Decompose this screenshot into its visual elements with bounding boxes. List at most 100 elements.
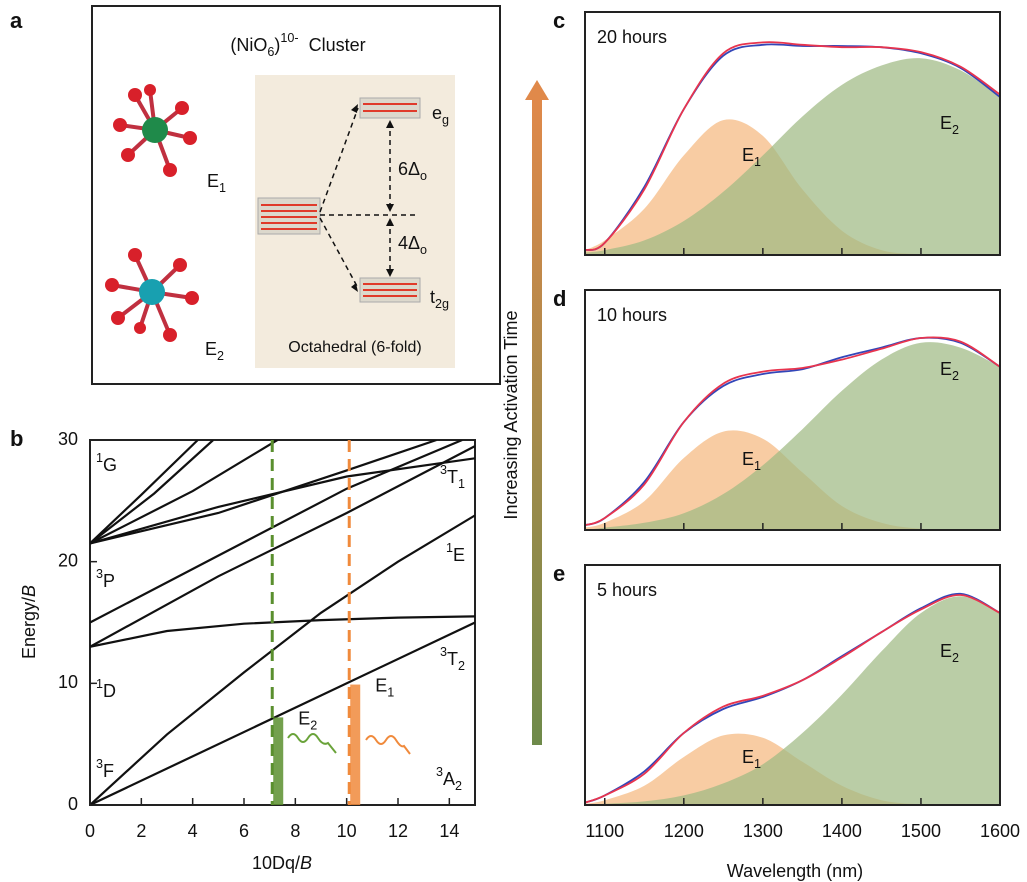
text-part: 2 <box>217 349 224 363</box>
annotation: 3T2 <box>440 645 465 673</box>
panel-label: a <box>10 8 23 33</box>
x-tick-label: 6 <box>239 821 249 841</box>
text-part: 2 <box>455 779 462 793</box>
panel-label: d <box>553 286 566 311</box>
spectrum-line <box>585 336 1000 527</box>
text-part: 1 <box>754 757 761 771</box>
text-part: 2g <box>435 297 449 311</box>
energy-levels <box>257 97 421 303</box>
arrow-heads <box>351 104 394 292</box>
text-part: E <box>453 545 465 565</box>
text-part: 3 <box>440 463 447 477</box>
spectrum-line <box>585 594 1000 804</box>
text-part: T <box>447 467 458 487</box>
x-tick-label: 14 <box>439 821 459 841</box>
frame <box>584 11 1001 256</box>
arrow-label: Increasing Activation Time <box>501 310 521 519</box>
text-part: Energy/ <box>19 597 39 659</box>
text-part: F <box>103 761 114 781</box>
annotation: 3F <box>96 757 114 780</box>
split-label: 4Δo <box>398 233 427 258</box>
text-part: E <box>940 641 952 661</box>
emission-waves <box>287 733 411 755</box>
energy-curve <box>90 615 475 648</box>
x-tick-label: 1100 <box>585 821 624 841</box>
energy-curve <box>90 445 475 648</box>
x-tick-label: 1300 <box>743 821 783 841</box>
component-area <box>585 342 1000 530</box>
x-tick-label: 10 <box>337 821 357 841</box>
frame <box>584 289 1001 531</box>
molecule <box>113 84 197 177</box>
energy-curve <box>90 621 475 805</box>
frame <box>584 564 1001 806</box>
text-part: T <box>447 649 458 669</box>
text-part: 2 <box>952 123 959 137</box>
text-part: E <box>742 449 754 469</box>
text-part: 2 <box>952 369 959 383</box>
x-tick-label: 4 <box>188 821 198 841</box>
annotation: E2 <box>940 113 959 138</box>
text-part: 4Δ <box>398 233 420 253</box>
split-label: 6Δo <box>398 159 427 184</box>
text-part: B <box>19 585 39 597</box>
annotation: 3A2 <box>436 765 462 793</box>
text-part: Cluster <box>299 35 366 55</box>
excitation-bar <box>273 717 284 805</box>
plot <box>90 440 475 805</box>
text-part: 3 <box>436 765 443 779</box>
marker-label: E1 <box>375 675 394 700</box>
marker-label: E2 <box>298 708 317 733</box>
energy-curve <box>90 514 475 805</box>
text-part: 1 <box>219 181 226 195</box>
time-arrow <box>525 80 549 745</box>
text-part: E <box>298 708 310 728</box>
text-part: 2 <box>952 651 959 665</box>
x-tick-label: 8 <box>290 821 300 841</box>
text-part: 2 <box>310 719 317 733</box>
y-tick-label: 0 <box>68 794 78 814</box>
text-part: E <box>940 113 952 133</box>
y-axis-title: Energy/B <box>19 585 39 659</box>
spectrum-line <box>585 41 1000 251</box>
panel-a: (NiO6)10- Cluster E1 E <box>91 5 501 385</box>
text-part: 6Δ <box>398 159 420 179</box>
state-label: E2 <box>205 339 224 364</box>
molecule <box>105 248 199 342</box>
annotation: E1 <box>742 449 761 474</box>
text-part: o <box>420 169 427 183</box>
energy-curve <box>90 440 214 545</box>
x-tick-label: 1400 <box>822 821 862 841</box>
state-label: E1 <box>207 171 226 196</box>
text-part: g <box>442 113 449 127</box>
panel-subtitle: 10 hours <box>597 305 667 325</box>
text-part: 2 <box>458 659 465 673</box>
text-part: E <box>205 339 217 359</box>
level-label: eg <box>432 103 449 128</box>
spectrum-line <box>585 43 1000 251</box>
text-part: E <box>742 747 754 767</box>
text-part: A <box>443 769 455 789</box>
annotation: 1E <box>446 541 465 564</box>
text-part: B <box>300 853 312 873</box>
energy-curve <box>90 440 463 624</box>
text-part: 1 <box>96 677 103 691</box>
text-part: 1 <box>458 477 465 491</box>
component-area <box>585 58 1000 255</box>
x-axis-title: Wavelength (nm) <box>727 861 863 881</box>
text-part: E <box>207 171 219 191</box>
annotation: 3T1 <box>440 463 465 491</box>
caption: Octahedral (6-fold) <box>288 339 421 356</box>
text-part: E <box>375 675 387 695</box>
annotation: 3P <box>96 567 115 590</box>
annotation: E2 <box>940 359 959 384</box>
panel-label: b <box>10 426 23 451</box>
text-part: 10Dq/ <box>252 853 300 873</box>
text-part: 1 <box>754 459 761 473</box>
y-tick-label: 30 <box>58 429 78 449</box>
energy-curve <box>90 440 437 545</box>
text-part: P <box>103 571 115 591</box>
text-part: 6 <box>267 45 274 59</box>
text-part: 3 <box>96 567 103 581</box>
